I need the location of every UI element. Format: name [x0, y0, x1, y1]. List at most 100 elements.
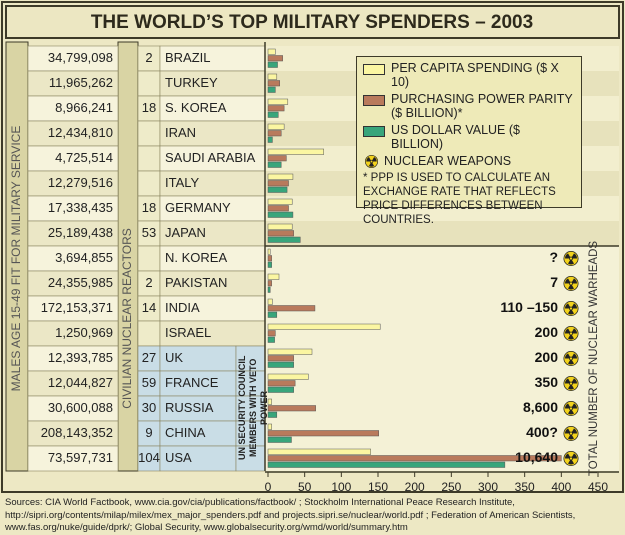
bar: [267, 305, 316, 312]
row-bg: [27, 245, 119, 272]
country-label: UK: [165, 350, 183, 365]
bar: [267, 223, 293, 230]
bar: [267, 355, 294, 362]
legend-swatch: [363, 95, 385, 106]
legend-label: US DOLLAR VALUE ($ BILLION): [391, 123, 520, 151]
row-bg: [265, 246, 619, 271]
row-bg: [27, 70, 119, 97]
country-label: N. KOREA: [165, 250, 227, 265]
country-label: GERMANY: [165, 200, 231, 215]
row-bg: [159, 45, 266, 72]
population-label: 73,597,731: [48, 450, 113, 465]
row-bg: [137, 70, 161, 97]
country-label: BRAZIL: [165, 50, 211, 65]
row-bg: [159, 95, 266, 122]
row-bg: [27, 95, 119, 122]
nuclear-icon: [563, 351, 579, 366]
country-label: JAPAN: [165, 225, 206, 240]
x-tick-label: 200: [405, 480, 425, 494]
bar: [267, 348, 313, 355]
reactor-label: 27: [142, 350, 156, 365]
warhead-label: 350: [535, 374, 559, 390]
row-bg: [27, 45, 119, 72]
bar: [267, 330, 276, 337]
nuclear-icon: [563, 276, 579, 291]
population-label: 12,434,810: [48, 125, 113, 140]
bar: [267, 230, 294, 237]
row-bg: [159, 220, 266, 247]
bar: [267, 405, 316, 412]
bar: [267, 111, 279, 118]
row-bg: [137, 170, 161, 197]
bar: [267, 430, 379, 437]
bar: [267, 161, 282, 168]
reactor-label: 30: [142, 400, 156, 415]
bar: [267, 361, 294, 368]
warhead-label: 8,600: [523, 399, 558, 415]
bar: [267, 61, 278, 68]
nuclear-icon: [365, 155, 378, 168]
nuclear-icon: [563, 301, 579, 316]
note: * PPP IS USED TO CALCULATE AN EXCHANGE R…: [363, 172, 556, 226]
legend-item: PER CAPITA SPENDING ($ X 10): [363, 61, 575, 89]
bar: [267, 136, 273, 143]
legend: PER CAPITA SPENDING ($ X 10) PURCHASING …: [356, 56, 582, 226]
bar: [267, 261, 272, 268]
bar: [267, 280, 272, 287]
country-label: USA: [165, 450, 192, 465]
bar: [267, 155, 287, 162]
un-cell: [235, 345, 266, 372]
legend-label: PER CAPITA SPENDING ($ X 10): [391, 61, 559, 89]
country-label: PAKISTAN: [165, 275, 227, 290]
row-bg: [27, 420, 119, 447]
x-tick-label: 450: [588, 480, 608, 494]
bar: [267, 86, 276, 93]
country-label: S. KOREA: [165, 100, 227, 115]
bar: [267, 255, 272, 262]
row-bg: [27, 195, 119, 222]
nuke-core: [569, 456, 573, 461]
bar: [267, 105, 285, 112]
nuclear-icon: [563, 376, 579, 391]
country-label: TURKEY: [165, 75, 218, 90]
population-label: 3,694,855: [55, 250, 113, 265]
country-label: CHINA: [165, 425, 206, 440]
bar: [267, 236, 301, 243]
legend-swatch: [363, 126, 385, 137]
reactor-label: 9: [145, 425, 152, 440]
reactor-label: 59: [142, 375, 156, 390]
warhead-label: ?: [549, 249, 558, 265]
population-label: 11,965,262: [49, 75, 113, 90]
bar: [267, 380, 296, 387]
row-bg: [137, 245, 161, 272]
row-bg: [265, 371, 619, 396]
population-label: 1,250,969: [55, 325, 113, 340]
row-bg: [27, 395, 119, 422]
bar: [267, 173, 294, 180]
bar: [267, 286, 271, 293]
population-label: 30,600,088: [48, 400, 113, 415]
legend-swatch: [363, 64, 385, 75]
reactor-label: 18: [142, 200, 156, 215]
population-label: 12,044,827: [48, 375, 113, 390]
row-bg: [265, 271, 619, 296]
un-label: UN SECURITY COUNCIL MEMBERS WITH VETO PO…: [237, 355, 269, 461]
nuke-core: [569, 406, 573, 411]
population-label: 17,338,435: [48, 200, 113, 215]
row-bg: [27, 370, 119, 397]
bar: [267, 180, 289, 187]
bar: [267, 205, 289, 212]
x-tick-label: 400: [551, 480, 571, 494]
population-label: 12,393,785: [48, 350, 113, 365]
warhead-label: 110 –150: [500, 299, 558, 315]
legend-item: PURCHASING POWER PARITY ($ BILLION)*: [363, 92, 575, 120]
x-tick-label: 250: [441, 480, 461, 494]
nuclear-icon: [563, 326, 579, 341]
row-bg: [27, 445, 119, 472]
warhead-label: 200: [535, 349, 559, 365]
country-label: IRAN: [165, 125, 196, 140]
bar: [267, 123, 285, 130]
nuke-core: [569, 356, 573, 361]
bar: [267, 130, 282, 137]
